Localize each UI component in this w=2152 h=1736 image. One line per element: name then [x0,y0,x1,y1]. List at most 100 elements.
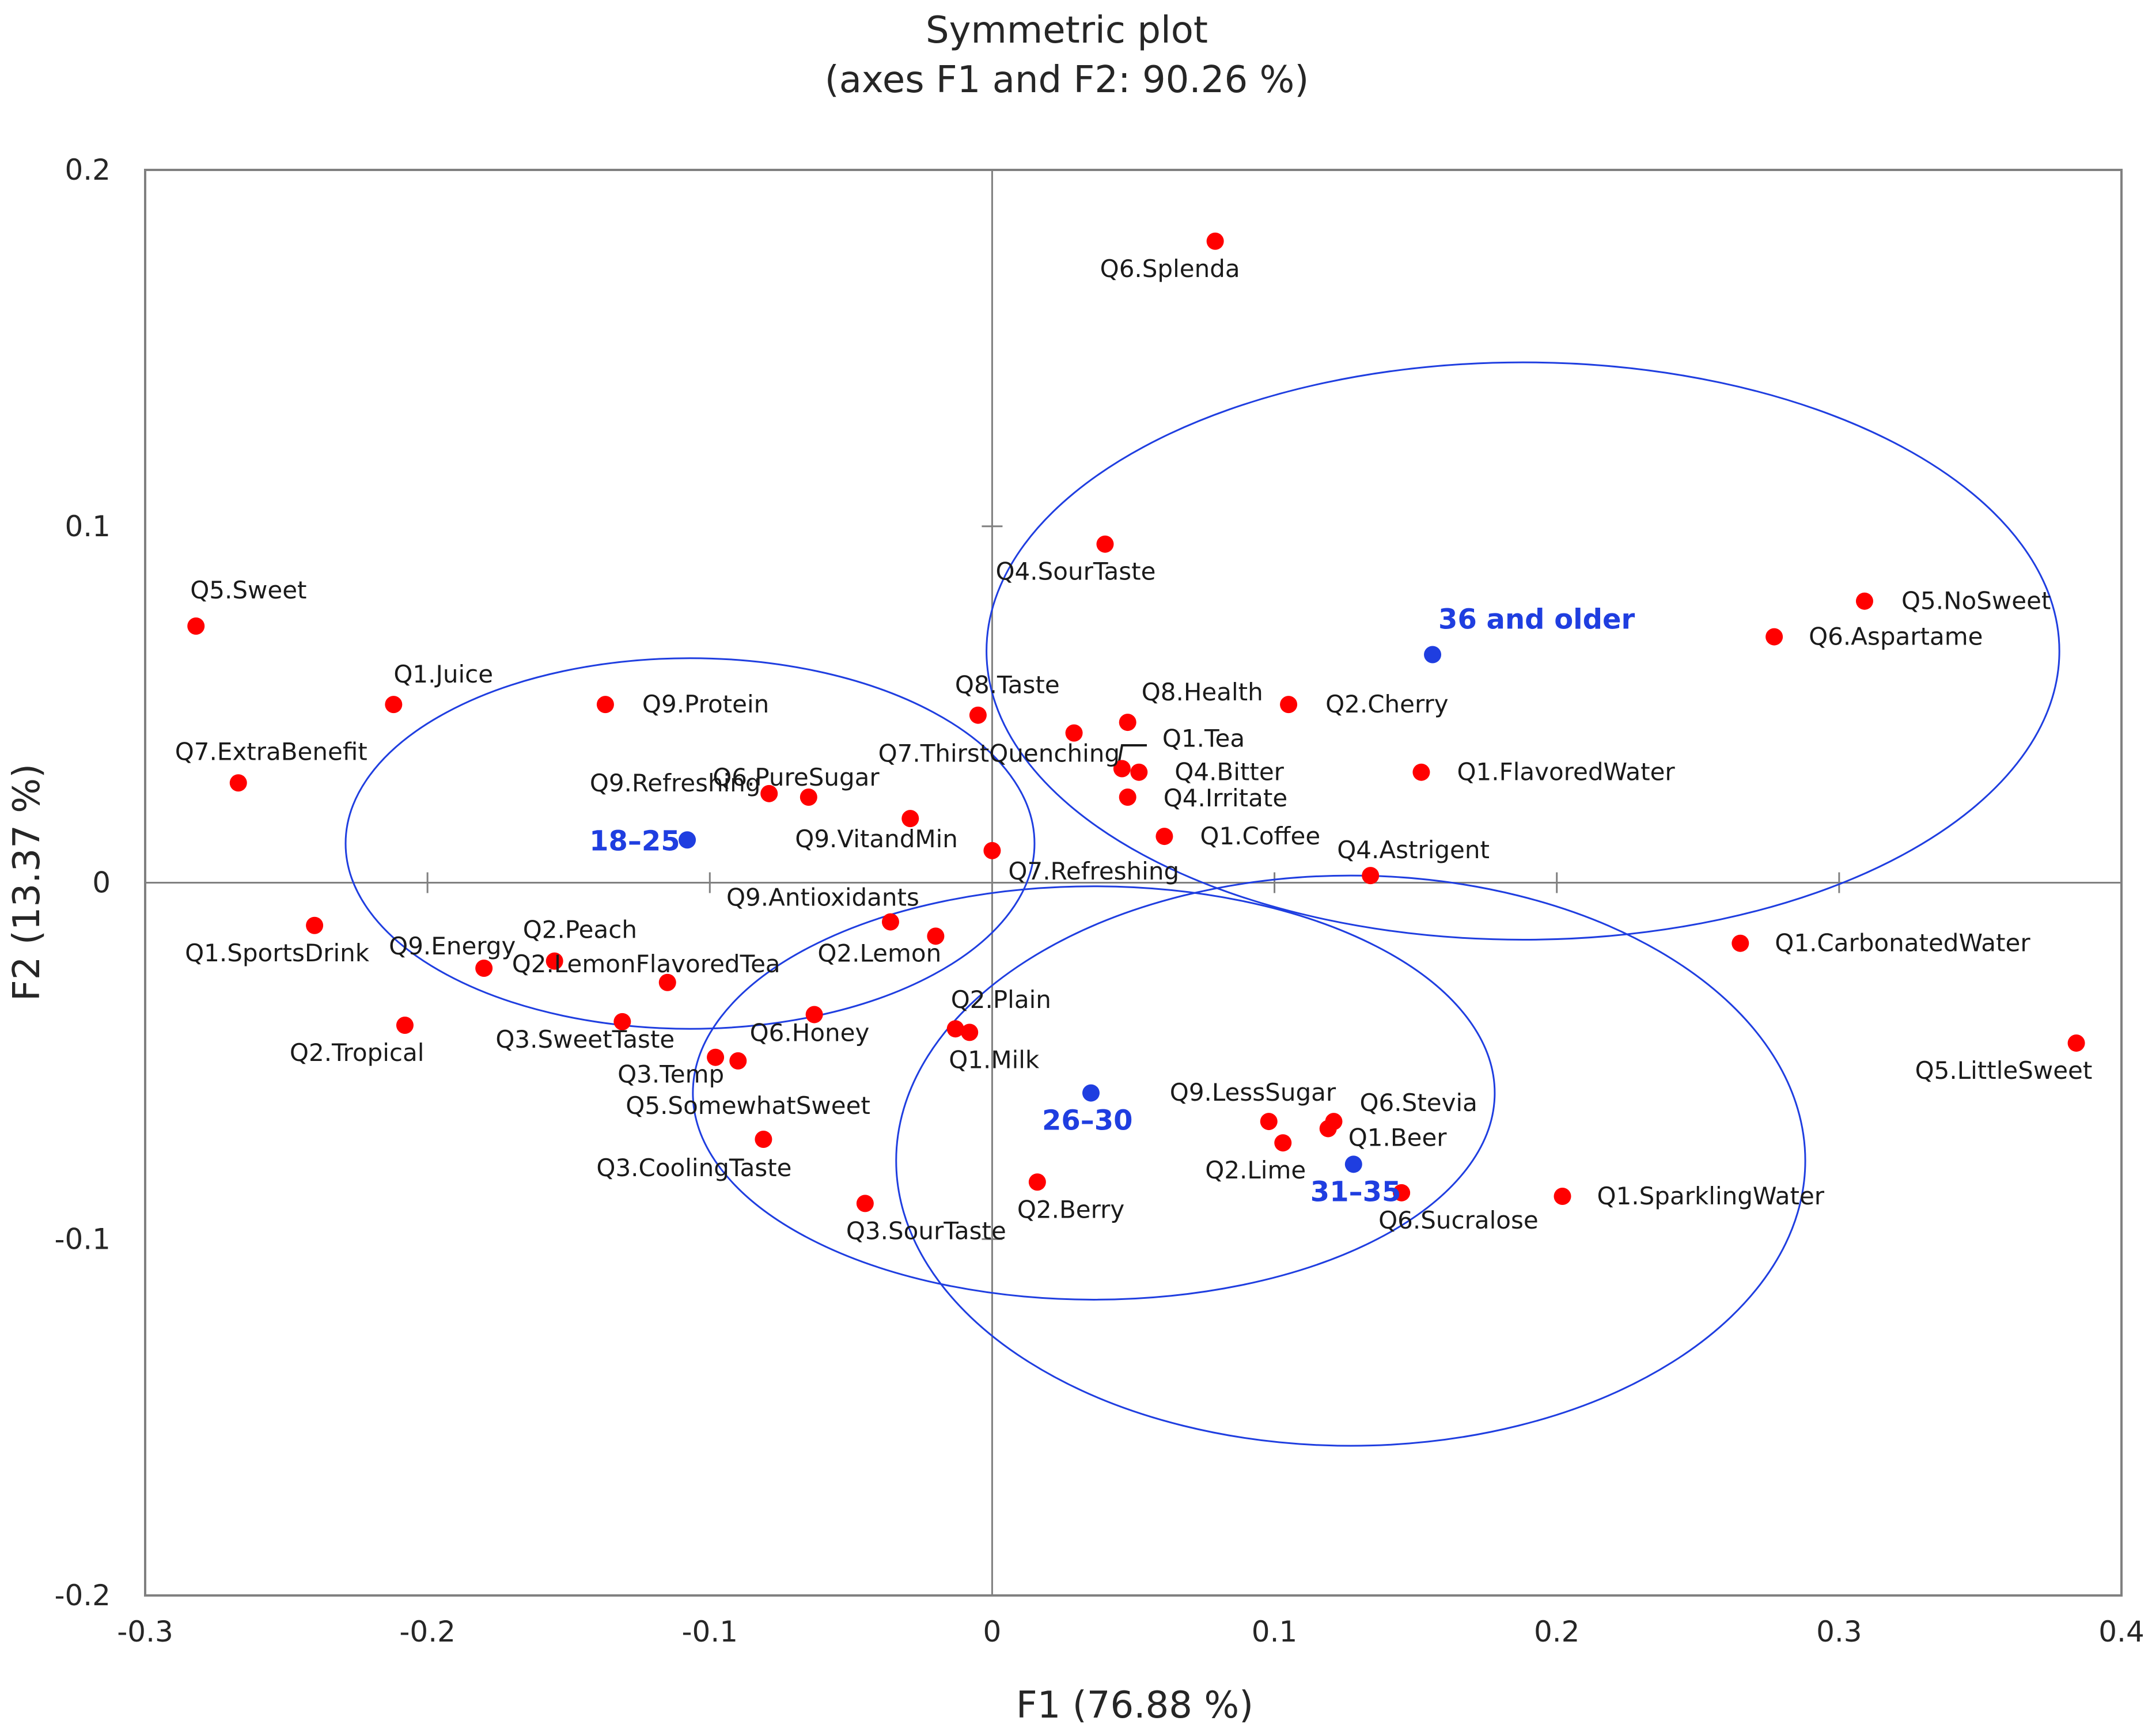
point-label-q7-refreshing: Q7.Refreshing [1008,857,1179,885]
point-label-q2-plain: Q2.Plain [951,985,1051,1014]
q1-tea-leader-line [1117,744,1147,768]
point-q9-lesssugar [1260,1113,1278,1131]
point-label-q1-sparklingwater: Q1.SparklingWater [1597,1182,1825,1210]
point-label-q5-littlesweet: Q5.LittleSweet [1915,1056,2093,1085]
point-label-q7-extrabenefit: Q7.ExtraBenefit [175,737,367,765]
x-tick-label: 0.1 [1252,1615,1298,1648]
point-q2-peach [545,952,563,970]
point-label-q6-aspartame: Q6.Aspartame [1809,623,1983,651]
point-label-q3-temp: Q3.Temp [617,1060,724,1089]
point-q2-tropical [396,1017,414,1034]
point-q6-sucralose [1393,1184,1411,1201]
point-q5-somewhatsweet [729,1052,747,1070]
point-q9-protein [596,696,614,714]
y-tick-label: 0 [92,866,111,900]
point-label-q3-sweettaste: Q3.SweetTaste [495,1025,675,1053]
point-label-q2-lemonflavoredtea: Q2.LemonFlavoredTea [512,950,781,978]
point-q6-splenda [1206,232,1224,250]
point-q3-sweettaste [613,1013,631,1030]
point-q3-sourtaste [856,1195,874,1212]
point-label-q1-tea: Q1.Tea [1162,725,1245,753]
point-q1-beer [1319,1120,1337,1138]
point-q2-berry [1028,1173,1046,1191]
y-tick-label: 0.2 [65,153,111,187]
point-q7-extrabenefit [229,774,247,792]
point-q1-carbonatedwater [1732,934,1749,952]
x-tick-label: 0.3 [1816,1615,1862,1648]
point-q2-lemonflavoredtea [658,973,676,991]
point-label-q2-tropical: Q2.Tropical [290,1038,424,1067]
ellipse-18-25 [344,657,1036,1030]
x-tick-label: 0 [983,1615,1002,1648]
point-label-q1-coffee: Q1.Coffee [1200,822,1320,850]
point-q4-bitter [1130,763,1148,781]
point-label-q2-cherry: Q2.Cherry [1325,690,1449,718]
group-label-31-35: 31–35 [1310,1176,1401,1208]
group-point-18-25 [679,831,696,849]
point-label-q9-energy: Q9.Energy [389,932,516,960]
point-label-q2-berry: Q2.Berry [1017,1195,1124,1223]
tick-label-layer: -0.3 -0.2 -0.1 0 0.1 0.2 0.3 0.4-0.2-0.100.10.2 [54,153,2144,1648]
point-label-q3-sourtaste: Q3.SourTaste [846,1216,1006,1245]
point-q9-refreshing [800,789,817,806]
axes-layer [144,169,2123,1597]
point-q5-nosweet [1855,592,1873,610]
y-tick-label: -0.1 [54,1222,111,1256]
point-q5-littlesweet [2067,1034,2085,1052]
point-label-q2-lemon: Q2.Lemon [817,939,941,967]
label-layer: Q5.Sweet Q1.Juice Q7.ExtraBenefit Q9.Protei… [175,255,2093,1245]
point-label-q2-peach: Q2.Peach [523,916,637,944]
point-label-q4-astrigent: Q4.Astrigent [1337,836,1490,864]
chart-title: Symmetric plot [926,9,1208,52]
group-label-36-and-older: 36 and older [1438,604,1635,636]
point-q2-plain [946,1020,964,1038]
x-tick-label: -0.3 [117,1615,173,1648]
point-label-q1-carbonatedwater: Q1.CarbonatedWater [1775,929,2030,957]
point-label-q6-splenda: Q6.Splenda [1100,255,1240,283]
point-label-q1-beer: Q1.Beer [1348,1123,1448,1151]
point-q3-coolingtaste [755,1131,772,1148]
point-label-q8-taste: Q8.Taste [955,671,1060,699]
point-label-q6-sucralose: Q6.Sucralose [1378,1206,1539,1234]
point-q1-milk [961,1024,979,1041]
point-label-q8-health: Q8.Health [1142,678,1263,706]
point-label-q4-irritate: Q4.Irritate [1164,784,1288,812]
point-label-q3-coolingtaste: Q3.CoolingTaste [596,1154,791,1182]
point-q7-thirstquenching [1065,724,1083,742]
point-q6-puresugar [760,784,778,802]
point-q2-cherry [1280,696,1298,714]
point-q4-sourtaste [1096,535,1114,553]
point-q1-juice [385,696,403,714]
point-q8-taste [969,706,987,724]
group-point-36-and-older [1424,646,1442,664]
point-q3-temp [707,1048,725,1066]
group-label-18-25: 18–25 [589,825,680,857]
point-q6-honey [805,1006,823,1024]
point-q4-astrigent [1362,867,1380,885]
point-label-q4-sourtaste: Q4.SourTaste [995,558,1155,586]
point-label-q4-bitter: Q4.Bitter [1174,758,1284,786]
y-axis-title: F2 (13.37 %) [6,764,48,1001]
y-tick-label: 0.1 [65,510,111,543]
point-label-q5-nosweet: Q5.NoSweet [1901,587,2051,615]
point-q1-flavoredwater [1412,763,1430,781]
point-q2-lemon [927,927,945,945]
point-q4-irritate [1119,789,1136,806]
point-label-q7-thirstquenching: Q7.ThirstQuenching [878,740,1120,768]
point-q1-tea [1113,760,1131,778]
point-q9-vitandmin [901,810,919,828]
point-q2-lime [1274,1134,1292,1152]
x-tick-label: -0.2 [399,1615,456,1648]
point-label-q6-stevia: Q6.Stevia [1360,1089,1477,1117]
ellipse-26-30 [692,885,1496,1301]
leader-layer [1117,744,1147,768]
y-tick-label: -0.2 [54,1579,111,1612]
point-label-q2-lime: Q2.Lime [1205,1156,1306,1184]
point-label-q1-sportsdrink: Q1.SportsDrink [185,939,370,967]
group-point-31-35 [1344,1155,1362,1173]
point-q9-antioxidants [881,913,899,931]
point-q5-sweet [187,617,205,635]
point-q1-coffee [1155,828,1173,846]
